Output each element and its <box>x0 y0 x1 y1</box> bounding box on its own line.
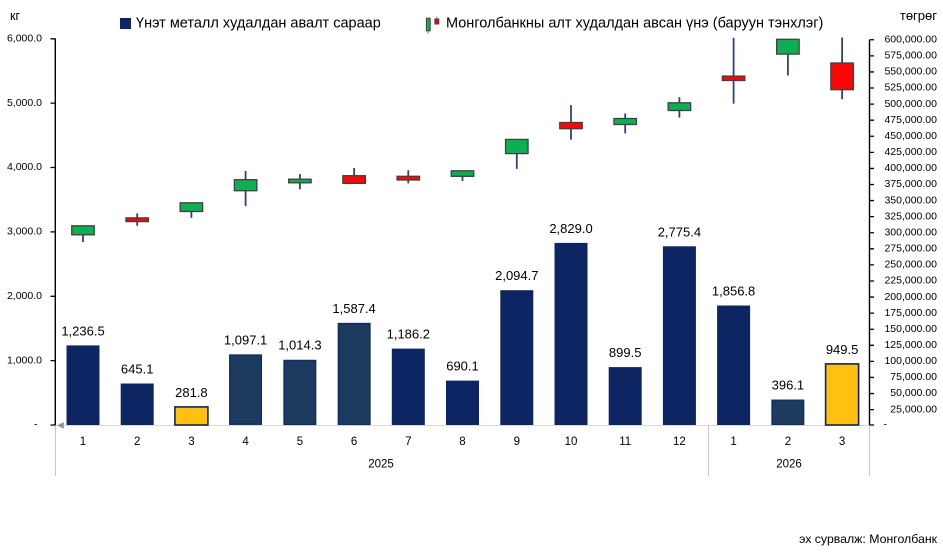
svg-text:1: 1 <box>80 436 86 448</box>
svg-text:500,000.00: 500,000.00 <box>884 98 937 110</box>
svg-text:899.5: 899.5 <box>609 345 642 360</box>
svg-text:3: 3 <box>839 436 845 448</box>
svg-text:1: 1 <box>730 436 736 448</box>
svg-text:550,000.00: 550,000.00 <box>884 66 937 78</box>
svg-text:эх сурвалж: Монголбанк: эх сурвалж: Монголбанк <box>799 532 938 546</box>
svg-text:200,000.00: 200,000.00 <box>884 291 937 303</box>
svg-text:250,000.00: 250,000.00 <box>884 259 937 271</box>
svg-text:1,097.1: 1,097.1 <box>224 332 267 347</box>
svg-text:2: 2 <box>785 436 791 448</box>
svg-text:475,000.00: 475,000.00 <box>884 114 937 126</box>
svg-text:5,000.0: 5,000.0 <box>7 97 42 109</box>
svg-text:949.5: 949.5 <box>826 342 859 357</box>
svg-text:1,000.0: 1,000.0 <box>7 354 42 366</box>
svg-text:2: 2 <box>134 436 140 448</box>
svg-text:396.1: 396.1 <box>772 378 805 393</box>
svg-text:-: - <box>884 419 888 431</box>
svg-text:кг: кг <box>10 9 20 23</box>
svg-text:2,000.0: 2,000.0 <box>7 290 42 302</box>
svg-text:5: 5 <box>297 436 303 448</box>
svg-text:375,000.00: 375,000.00 <box>884 178 937 190</box>
svg-text:4: 4 <box>242 436 249 448</box>
svg-text:3: 3 <box>188 436 194 448</box>
svg-text:400,000.00: 400,000.00 <box>884 162 937 174</box>
svg-text:Үнэт металл худалдан авалт сар: Үнэт металл худалдан авалт сараар <box>136 16 381 32</box>
svg-text:1,014.3: 1,014.3 <box>278 338 321 353</box>
svg-text:2025: 2025 <box>368 458 394 470</box>
svg-text:6: 6 <box>351 436 357 448</box>
svg-text:2,829.0: 2,829.0 <box>549 221 592 236</box>
svg-text:6,000.0: 6,000.0 <box>7 33 42 45</box>
svg-text:281.8: 281.8 <box>175 385 208 400</box>
svg-text:50,000.00: 50,000.00 <box>890 387 937 399</box>
svg-text:125,000.00: 125,000.00 <box>884 339 937 351</box>
svg-text:1,856.8: 1,856.8 <box>712 284 755 299</box>
svg-text:575,000.00: 575,000.00 <box>884 50 937 62</box>
svg-text:1,587.4: 1,587.4 <box>332 301 375 316</box>
svg-text:100,000.00: 100,000.00 <box>884 355 937 367</box>
svg-text:690.1: 690.1 <box>446 359 479 374</box>
svg-text:425,000.00: 425,000.00 <box>884 146 937 158</box>
svg-text:300,000.00: 300,000.00 <box>884 226 937 238</box>
svg-text:Монголбанкны алт худалдан авса: Монголбанкны алт худалдан авсан үнэ (бар… <box>446 16 823 32</box>
svg-text:9: 9 <box>514 436 520 448</box>
svg-text:645.1: 645.1 <box>121 362 154 377</box>
svg-text:25,000.00: 25,000.00 <box>890 403 937 415</box>
svg-text:12: 12 <box>673 436 686 448</box>
svg-text:1,236.5: 1,236.5 <box>61 323 104 338</box>
svg-text:4,000.0: 4,000.0 <box>7 161 42 173</box>
svg-text:275,000.00: 275,000.00 <box>884 243 937 255</box>
svg-text:175,000.00: 175,000.00 <box>884 307 937 319</box>
svg-text:11: 11 <box>619 436 631 448</box>
svg-text:-: - <box>34 419 38 431</box>
svg-text:600,000.00: 600,000.00 <box>884 33 937 45</box>
svg-text:150,000.00: 150,000.00 <box>884 323 937 335</box>
svg-text:төгрөг: төгрөг <box>900 8 937 23</box>
svg-text:8: 8 <box>459 436 465 448</box>
svg-text:1,186.2: 1,186.2 <box>387 327 430 342</box>
svg-text:7: 7 <box>405 436 411 448</box>
svg-text:2,094.7: 2,094.7 <box>495 268 538 283</box>
svg-text:325,000.00: 325,000.00 <box>884 210 937 222</box>
svg-text:10: 10 <box>565 436 578 448</box>
svg-text:2026: 2026 <box>776 458 802 470</box>
svg-text:2,775.4: 2,775.4 <box>658 224 701 239</box>
svg-text:225,000.00: 225,000.00 <box>884 275 937 287</box>
svg-text:3,000.0: 3,000.0 <box>7 226 42 238</box>
svg-text:350,000.00: 350,000.00 <box>884 194 937 206</box>
svg-text:450,000.00: 450,000.00 <box>884 130 937 142</box>
svg-text:525,000.00: 525,000.00 <box>884 82 937 94</box>
svg-text:75,000.00: 75,000.00 <box>890 371 937 383</box>
